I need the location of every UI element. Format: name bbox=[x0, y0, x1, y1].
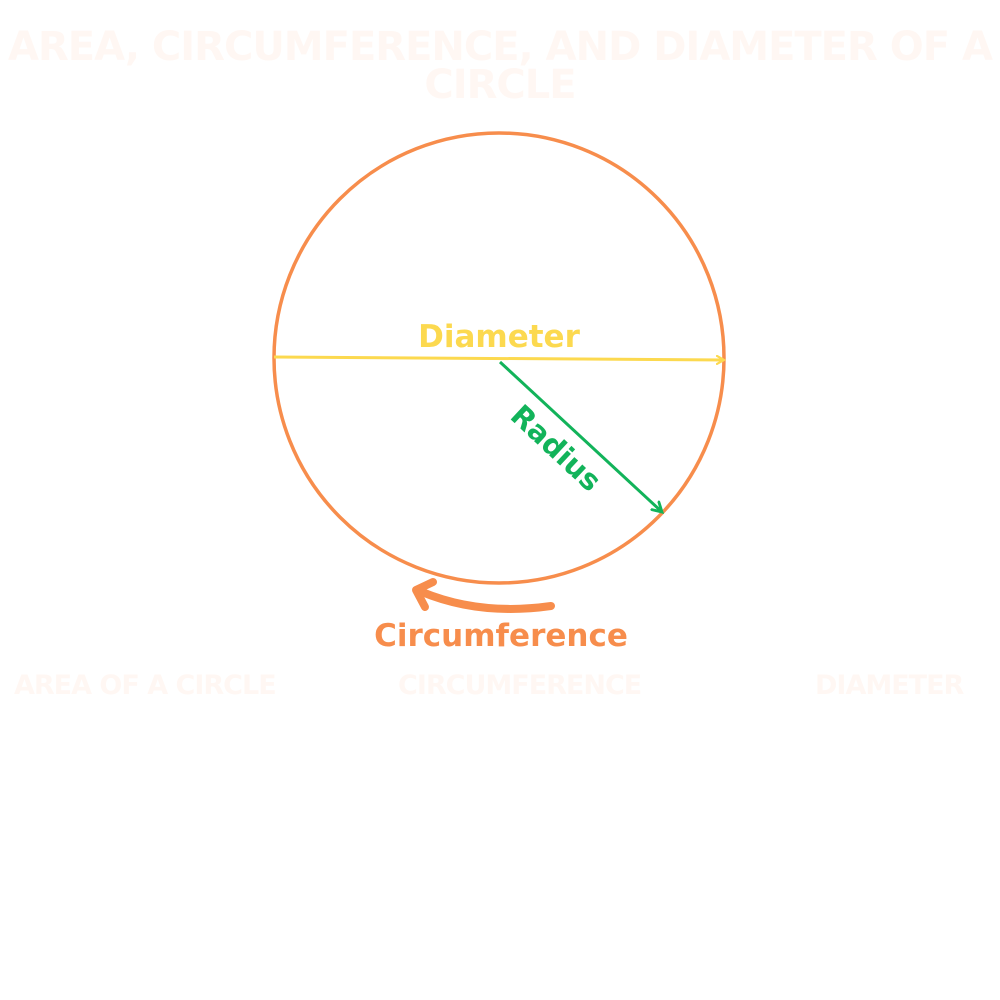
circumference-arrow-head bbox=[412, 578, 437, 611]
page-title: AREA, CIRCUMFERENCE, AND DIAMETER OF A C… bbox=[8, 24, 993, 108]
area-of-a-circle-heading: AREA OF A CIRCLE bbox=[14, 670, 277, 701]
diameter-heading: DIAMETER bbox=[815, 670, 964, 701]
circumference-heading: CIRCUMFERENCE bbox=[398, 670, 642, 701]
circumference-label: Circumference bbox=[374, 618, 628, 654]
diameter-label: Diameter bbox=[418, 319, 580, 355]
circle-diagram: Diameter Radius Circumference bbox=[272, 131, 1000, 654]
circumference-arrow-curve bbox=[418, 588, 555, 613]
diameter-line bbox=[273, 357, 724, 360]
radius-line bbox=[498, 360, 662, 512]
